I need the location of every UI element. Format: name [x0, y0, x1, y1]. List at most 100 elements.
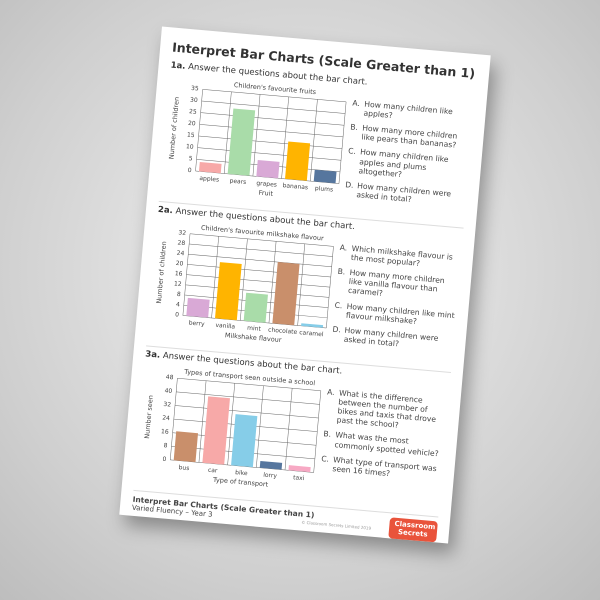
column-line: [252, 94, 261, 177]
x-tick-label: car: [208, 467, 219, 475]
bar: [186, 297, 210, 318]
column-line: [211, 236, 219, 319]
y-tick-label: 4: [176, 301, 181, 308]
y-tick-label: 8: [177, 291, 182, 298]
bar: [227, 108, 256, 176]
y-tick-label: 40: [164, 387, 172, 395]
section: 1a. Answer the questions about the bar c…: [158, 60, 476, 229]
column-line: [313, 390, 322, 473]
bar: [231, 414, 258, 468]
questions: A. Which milkshake flavour is the most po…: [330, 233, 462, 365]
y-tick-label: 32: [163, 401, 171, 409]
y-tick-label: 5: [188, 155, 193, 162]
question: C. How many children like apples and plum…: [346, 147, 470, 185]
x-tick-label: chocolate: [268, 326, 298, 336]
question: A. How many children like apples?: [351, 98, 474, 127]
logo: Classroom Secrets: [388, 517, 438, 543]
column-line: [310, 99, 318, 182]
question-text: What is the difference between the numbe…: [336, 388, 437, 431]
question: B. How many more children like pears than…: [349, 123, 472, 152]
bar: [198, 161, 222, 174]
sections: 1a. Answer the questions about the bar c…: [133, 60, 476, 518]
question-text: How many children like apples?: [363, 99, 454, 121]
question: D. How many children were asked in total?: [344, 180, 467, 209]
x-axis-label: Type of transport: [212, 476, 269, 489]
grid-line: [198, 135, 343, 149]
grid-line: [189, 243, 333, 257]
y-tick-label: 35: [191, 85, 199, 93]
section-row: Children's favourite milkshake flavour Nu…: [147, 217, 462, 365]
grid-line: [177, 377, 321, 392]
question: C. How many children like mint flavour mi…: [334, 300, 457, 329]
section-label: 1a.: [170, 60, 186, 72]
y-tick-label: 0: [175, 311, 180, 318]
column-line: [240, 238, 248, 321]
bar: [243, 292, 268, 323]
column-line: [338, 101, 347, 184]
grid-line: [201, 100, 346, 114]
bar-chart: Types of transport seen outside a school…: [143, 368, 322, 489]
question: D. How many children were asked in total?: [331, 324, 454, 353]
y-tick-label: 8: [163, 442, 168, 449]
bar: [313, 169, 337, 184]
bar: [202, 396, 230, 465]
y-tick-label: 0: [162, 456, 167, 463]
x-tick-label: caramel: [299, 329, 324, 338]
bar: [256, 160, 280, 179]
bar: [301, 323, 324, 328]
grid-line: [187, 264, 331, 278]
column-line: [182, 233, 191, 316]
grid-line: [199, 124, 344, 138]
x-tick-label: bus: [178, 464, 189, 472]
grid-line: [190, 233, 334, 247]
bar: [259, 460, 283, 470]
y-tick-label: 20: [175, 260, 183, 268]
x-tick-label: lorry: [263, 472, 278, 480]
column-line: [326, 246, 334, 329]
column-line: [169, 378, 178, 460]
bar-chart: Children's favourite milkshake flavourNu…: [155, 224, 334, 344]
y-tick-label: 30: [190, 97, 198, 105]
x-tick-label: grapes: [256, 180, 277, 189]
x-tick-label: plums: [315, 185, 334, 194]
y-axis-label: Number of children: [155, 241, 168, 304]
x-tick-label: apples: [199, 175, 219, 184]
column-line: [256, 385, 264, 468]
question-text: How many more children like pears than b…: [361, 123, 458, 150]
x-axis-label: Fruit: [258, 189, 274, 198]
column-line: [297, 243, 306, 326]
column-line: [268, 241, 277, 324]
question-text: How many more children like vanilla flav…: [347, 268, 445, 299]
x-tick-label: bananas: [282, 182, 308, 191]
chart-title: Children's favourite fruits: [234, 81, 317, 96]
questions: A. What is the difference between the num…: [318, 377, 450, 509]
question: A. Which milkshake flavour is the most po…: [339, 243, 462, 272]
y-tick-label: 28: [177, 239, 185, 247]
question-text: How many children like mint flavour milk…: [345, 301, 456, 326]
y-axis-label: Number seen: [143, 395, 155, 439]
column-line: [281, 96, 289, 179]
worksheet: Interpret Bar Charts (Scale Greater than…: [119, 26, 491, 544]
question-text: How many children were asked in total?: [356, 180, 452, 204]
y-tick-label: 32: [178, 229, 186, 237]
column-line: [198, 380, 207, 463]
grid-line: [202, 89, 347, 103]
bar: [288, 465, 311, 473]
column-line: [284, 388, 293, 470]
section-row: Children's favourite fruits Number of chi…: [159, 72, 474, 220]
question-text: How many children like apples and plums …: [358, 147, 449, 179]
questions: A. How many children like apples? B. How ma…: [343, 88, 475, 220]
bar: [285, 141, 311, 181]
x-tick-label: mint: [247, 325, 262, 333]
y-tick-label: 16: [161, 428, 169, 436]
section-label: 2a.: [157, 204, 174, 217]
grid-line: [186, 274, 330, 288]
column-line: [223, 91, 232, 174]
bar: [272, 262, 300, 326]
section: 3a. Answer the questions about the bar c…: [133, 349, 451, 518]
y-tick-label: 0: [187, 167, 192, 174]
x-tick-label: berry: [188, 320, 205, 328]
y-tick-label: 48: [165, 374, 173, 382]
question: B. What was the most commonly spotted veh…: [322, 430, 445, 459]
